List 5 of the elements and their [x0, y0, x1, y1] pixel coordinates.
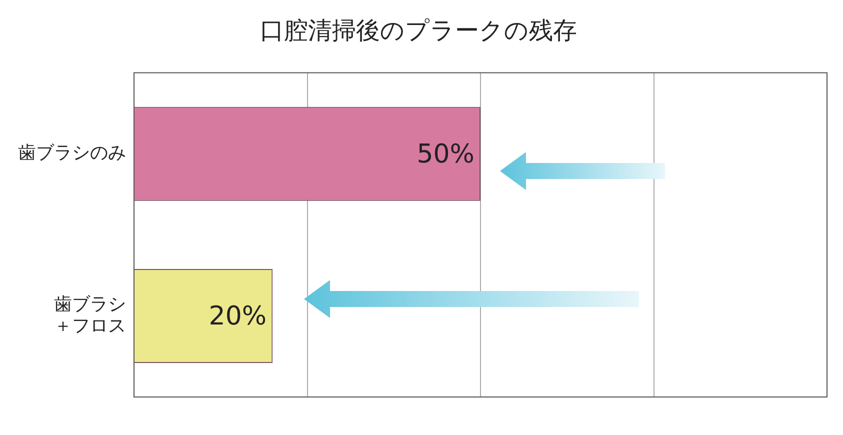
y-tick-label: 歯ブラシのみ: [18, 142, 126, 164]
chart-title: 口腔清掃後のプラークの残存: [260, 16, 577, 45]
y-tick-label: 歯ブラシ＋フロス: [54, 294, 126, 336]
data-label: 20%: [208, 302, 267, 332]
data-label: 50%: [416, 140, 474, 170]
